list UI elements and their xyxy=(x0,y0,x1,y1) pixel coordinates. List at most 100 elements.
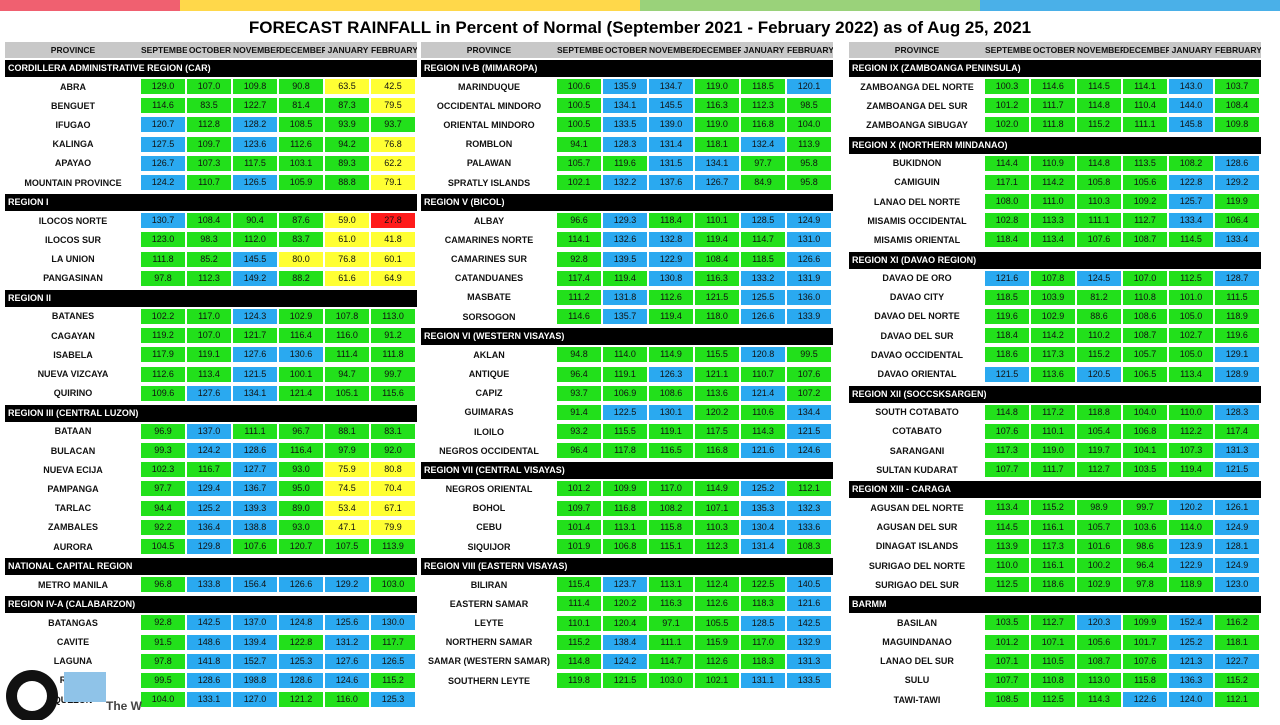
rainfall-value: 119.4 xyxy=(1169,462,1213,478)
province-name: LAGUNA xyxy=(53,656,93,667)
rainfall-value: 129.2 xyxy=(1215,174,1259,190)
province-name: ZAMBOANGA SIBUGAY xyxy=(866,119,968,130)
rainfall-value: 110.7 xyxy=(187,175,231,191)
province-name: DINAGAT ISLANDS xyxy=(875,541,959,552)
province-name: MASBATE xyxy=(467,292,511,303)
rainfall-value: 128.5 xyxy=(741,615,785,631)
rainfall-value: 112.3 xyxy=(187,270,231,286)
rainfall-value: 114.8 xyxy=(557,653,601,669)
rainfall-value: 101.2 xyxy=(985,98,1029,114)
rainfall-value: 101.4 xyxy=(557,519,601,535)
rainfall-value: 152.4 xyxy=(1169,615,1213,631)
column-header: FEBRUARY xyxy=(371,45,417,55)
rainfall-value: 107.6 xyxy=(233,539,277,555)
rainfall-value: 118.3 xyxy=(741,596,785,612)
province-name: SOUTHERN LEYTE xyxy=(447,675,530,686)
rainfall-value: 115.5 xyxy=(603,424,647,440)
rainfall-value: 134.1 xyxy=(603,98,647,114)
table-row: BOHOL 109.7 116.8 108.2 107.1 135.3 132.3 xyxy=(421,499,833,518)
rainfall-value: 135.9 xyxy=(603,79,647,95)
rainfall-value: 95.8 xyxy=(787,175,831,191)
rainfall-value: 116.7 xyxy=(187,462,231,478)
region-header: REGION III (CENTRAL LUZON) xyxy=(5,404,417,422)
rainfall-value: 90.8 xyxy=(279,79,323,95)
rainfall-value: 116.2 xyxy=(1215,615,1259,631)
table-row: DAVAO ORIENTAL 121.5 113.6 120.5 106.5 113.4 1… xyxy=(849,364,1261,383)
rainfall-value: 121.5 xyxy=(233,366,277,382)
rainfall-value: 110.0 xyxy=(985,558,1029,574)
column-header: SEPTEMBER xyxy=(985,45,1031,55)
rainfall-value: 101.7 xyxy=(1123,634,1167,650)
rainfall-value: 117.7 xyxy=(371,634,415,650)
province-name: KALINGA xyxy=(52,139,94,150)
table-row: AKLAN 94.8 114.0 114.9 115.5 120.8 99.5 xyxy=(421,345,833,364)
rainfall-value: 129.0 xyxy=(141,79,185,95)
table-row: BATANES 102.2 117.0 124.3 102.9 107.8 113.0 xyxy=(5,307,417,326)
rainfall-value: 108.7 xyxy=(1123,328,1167,344)
rainfall-value: 101.2 xyxy=(557,481,601,497)
rainfall-value: 107.7 xyxy=(985,672,1029,688)
rainfall-value: 123.9 xyxy=(1169,538,1213,554)
rainfall-value: 118.5 xyxy=(741,251,785,267)
rainfall-value: 129.8 xyxy=(187,539,231,555)
province-name: AGUSAN DEL NORTE xyxy=(870,502,964,513)
rainfall-value: 198.8 xyxy=(233,672,277,688)
rainfall-value: 99.3 xyxy=(141,443,185,459)
rainfall-value: 136.0 xyxy=(787,289,831,305)
rainfall-value: 100.5 xyxy=(557,117,601,133)
rainfall-value: 132.4 xyxy=(741,136,785,152)
rainfall-value: 126.5 xyxy=(371,653,415,669)
rainfall-value: 156.4 xyxy=(233,577,277,593)
agency-logo: The W xyxy=(0,658,230,722)
table-row: SORSOGON 114.6 135.7 119.4 118.0 126.6 133.9 xyxy=(421,307,833,326)
rainfall-value: 112.3 xyxy=(695,539,739,555)
rainfall-value: 120.4 xyxy=(603,615,647,631)
table-row: ORIENTAL MINDORO 100.5 133.5 139.0 119.0 116.… xyxy=(421,115,833,134)
table-row: ILOCOS SUR 123.0 98.3 112.0 83.7 61.0 41.8 xyxy=(5,230,417,249)
rainfall-value: 126.6 xyxy=(741,309,785,325)
rainfall-value: 123.0 xyxy=(141,232,185,248)
rainfall-value: 109.6 xyxy=(141,385,185,401)
rainfall-value: 119.8 xyxy=(557,673,601,689)
table-row: IFUGAO 120.7 112.8 128.2 108.5 93.9 93.7 xyxy=(5,115,417,134)
rainfall-value: 117.3 xyxy=(1031,347,1075,363)
rainfall-value: 122.9 xyxy=(1169,558,1213,574)
rainfall-value: 105.4 xyxy=(1077,423,1121,439)
rainfall-value: 114.2 xyxy=(1031,174,1075,190)
province-name: ZAMBOANGA DEL SUR xyxy=(866,100,968,111)
province-name: CATANDUANES xyxy=(454,273,524,284)
rainfall-value: 108.3 xyxy=(787,539,831,555)
rainfall-value: 95.8 xyxy=(787,155,831,171)
rainfall-value: 115.2 xyxy=(1031,500,1075,516)
rainfall-value: 107.6 xyxy=(1123,653,1167,669)
province-name: BATANGAS xyxy=(48,617,98,628)
rainfall-value: 134.1 xyxy=(695,155,739,171)
rainfall-value: 84.9 xyxy=(741,175,785,191)
rainfall-value: 108.5 xyxy=(279,117,323,133)
rainfall-value: 61.6 xyxy=(325,270,369,286)
rainfall-value: 111.1 xyxy=(1123,117,1167,133)
column-header: JANUARY xyxy=(1171,45,1213,55)
rainfall-value: 133.6 xyxy=(787,519,831,535)
rainfall-value: 79.1 xyxy=(371,175,415,191)
column-header: JANUARY xyxy=(327,45,369,55)
rainfall-value: 126.7 xyxy=(141,155,185,171)
rainfall-value: 132.2 xyxy=(603,175,647,191)
rainfall-value: 119.9 xyxy=(1215,194,1259,210)
rainfall-value: 104.1 xyxy=(1123,443,1167,459)
rainfall-value: 99.7 xyxy=(1123,500,1167,516)
rainfall-value: 130.4 xyxy=(741,519,785,535)
rainfall-value: 112.6 xyxy=(279,136,323,152)
rainfall-value: 111.8 xyxy=(1031,117,1075,133)
rainfall-value: 119.1 xyxy=(187,347,231,363)
rainfall-value: 110.7 xyxy=(741,366,785,382)
rainfall-value: 136.7 xyxy=(233,481,277,497)
rainfall-value: 107.6 xyxy=(787,366,831,382)
rainfall-value: 125.3 xyxy=(371,692,415,708)
rainfall-value: 132.9 xyxy=(787,634,831,650)
rainfall-value: 110.8 xyxy=(1123,289,1167,305)
rainfall-value: 60.1 xyxy=(371,251,415,267)
province-name: DAVAO DEL SUR xyxy=(880,330,954,341)
table-panel-left: PROVINCE SEPTEMBEROCTOBERNOVEMBERDECEMBER… xyxy=(5,42,417,709)
rainfall-value: 118.5 xyxy=(741,79,785,95)
